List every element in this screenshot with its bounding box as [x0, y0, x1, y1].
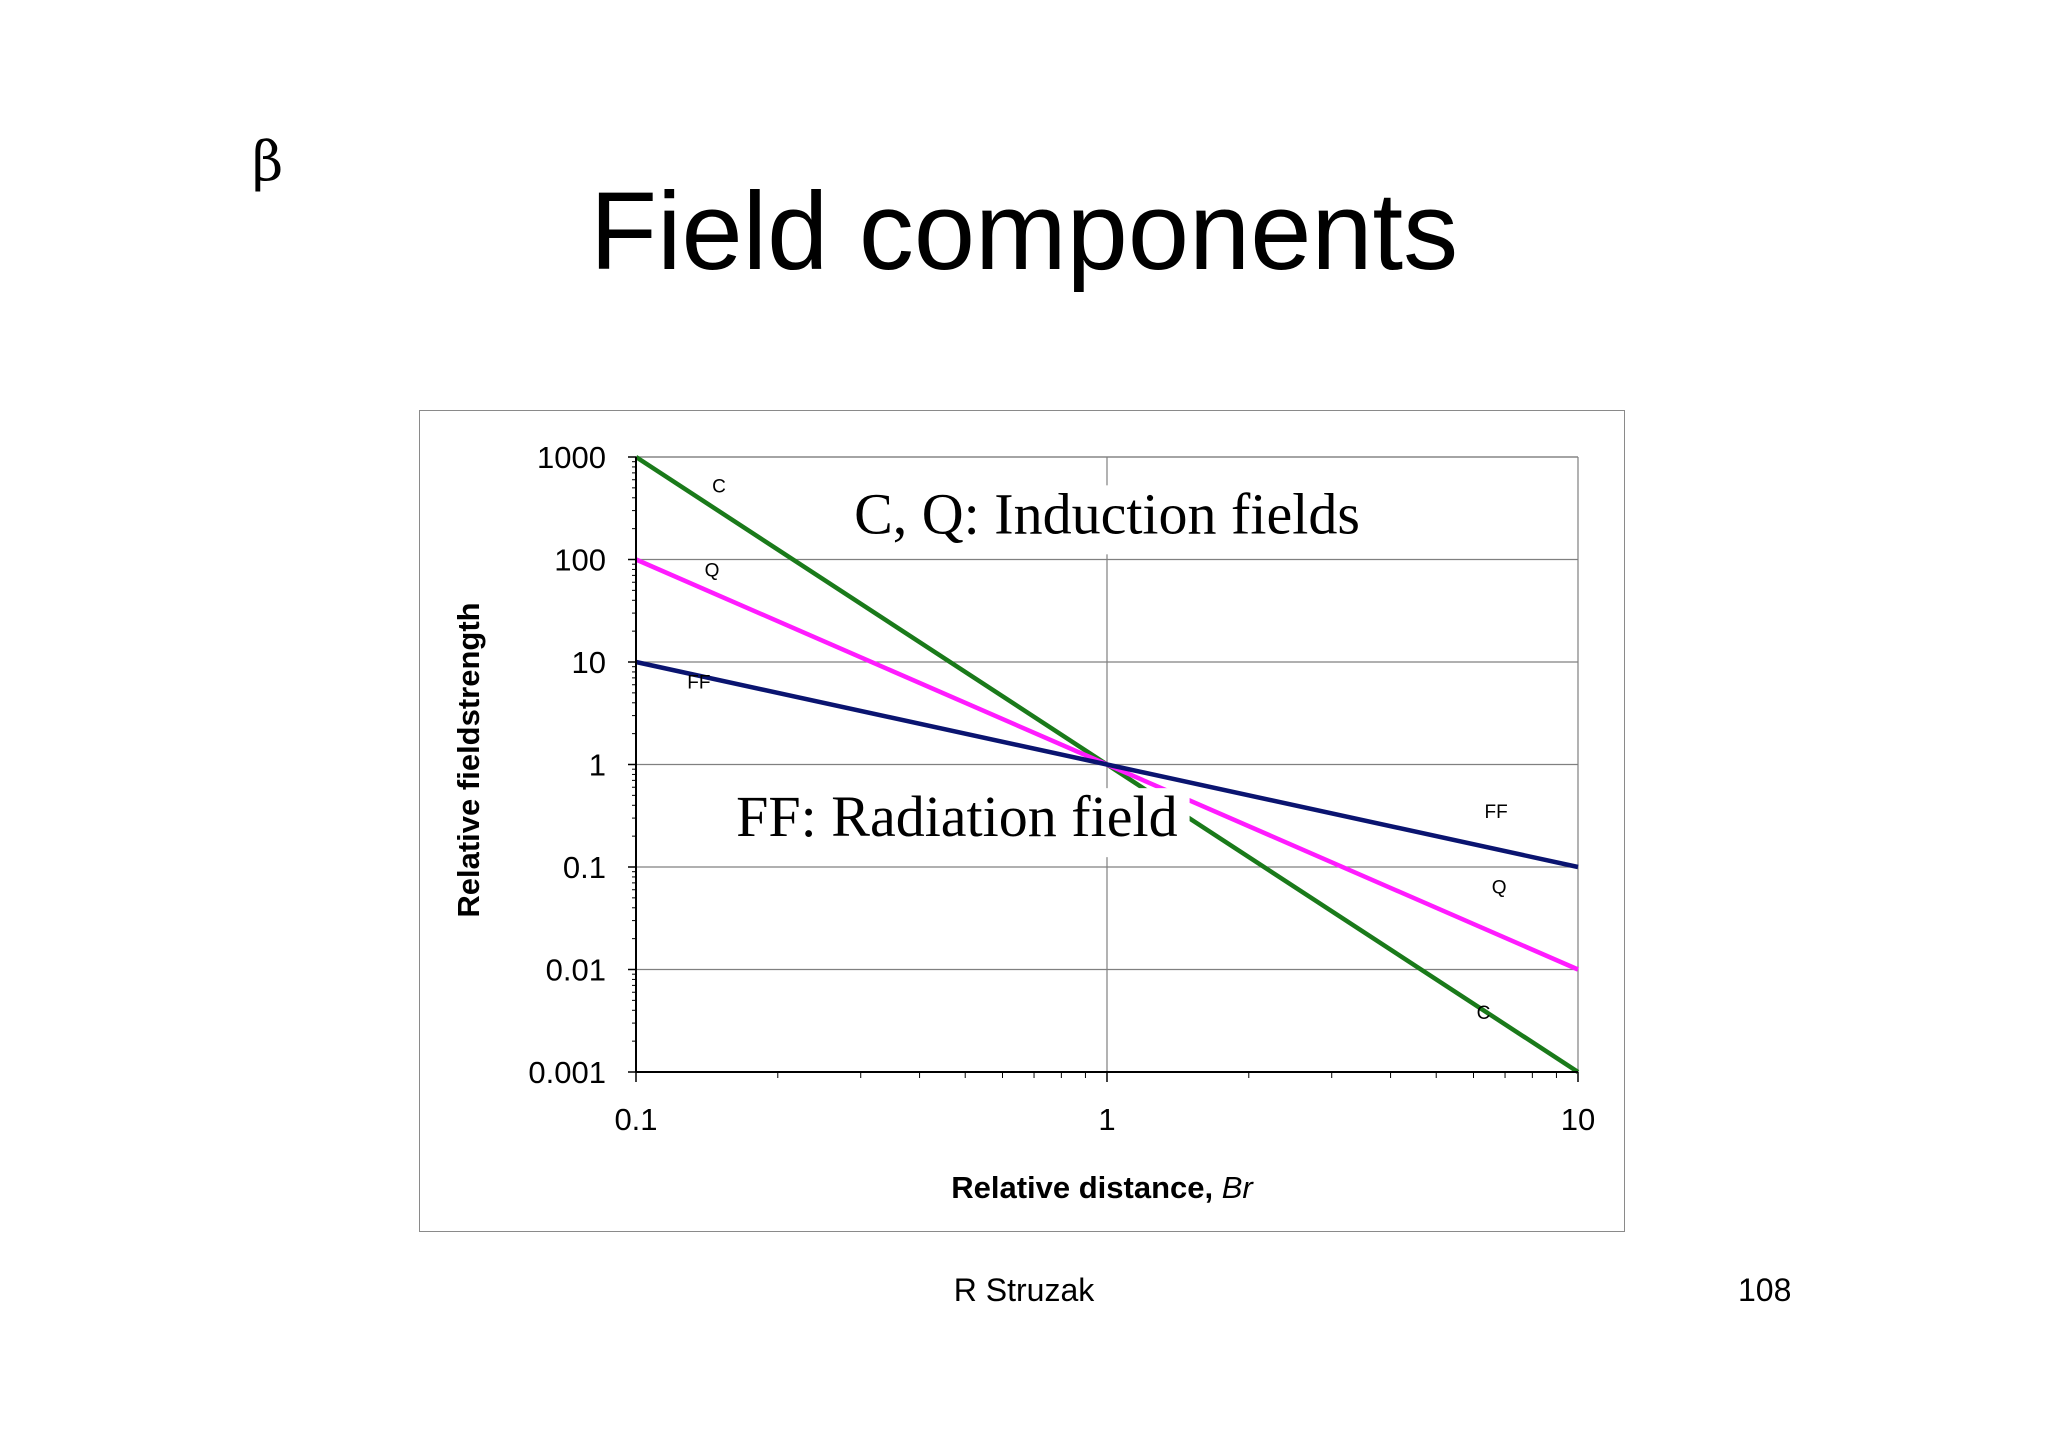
series-label-c: C [712, 477, 726, 498]
footer-author: R Struzak [953, 1272, 1095, 1308]
y-tick-label: 10 [572, 645, 606, 680]
annotation-background [842, 485, 1372, 555]
series-label-ff: FF [1484, 802, 1507, 823]
annotation-text: C, Q: Induction fields [854, 481, 1360, 546]
beta-symbol: β [252, 130, 284, 193]
y-tick-label: 100 [554, 543, 606, 578]
y-axis-label: Relative fieldstrength [451, 602, 486, 917]
series-label-ff: FF [687, 673, 710, 694]
annotation-2: FF: Radiation field [724, 784, 1190, 858]
x-axis-label: Relative distance, Br [951, 1170, 1254, 1205]
x-tick-label: 1 [1098, 1102, 1115, 1137]
series-label-q: Q [1492, 878, 1507, 899]
series-layer [634, 455, 1580, 1074]
series-label-q: Q [705, 561, 720, 582]
labels-layer: C C Q Q FF FF [687, 477, 1507, 1024]
y-tick-label: 0.001 [528, 1055, 606, 1090]
x-axis-label-italic: Br [1222, 1170, 1255, 1205]
page-number: 108 [1738, 1272, 1792, 1308]
annotation-background [724, 788, 1190, 858]
series-line-ff [635, 659, 1579, 870]
chart-frame [419, 410, 1625, 1232]
annotation-layer: C, Q: Induction fields FF: Radiation fiel… [724, 481, 1372, 858]
x-tick-label: 10 [1561, 1102, 1595, 1137]
slide-title: Field components [589, 170, 1459, 293]
y-tick-label: 1 [589, 748, 606, 783]
x-tick-label: 0.1 [614, 1102, 657, 1137]
y-tick-label: 0.01 [546, 953, 606, 988]
annotation-1: C, Q: Induction fields [842, 481, 1372, 555]
y-tick-label: 1000 [537, 440, 606, 475]
annotation-text: FF: Radiation field [736, 784, 1177, 849]
y-tick-label: 0.1 [563, 850, 606, 885]
series-label-c: C [1477, 1003, 1491, 1024]
